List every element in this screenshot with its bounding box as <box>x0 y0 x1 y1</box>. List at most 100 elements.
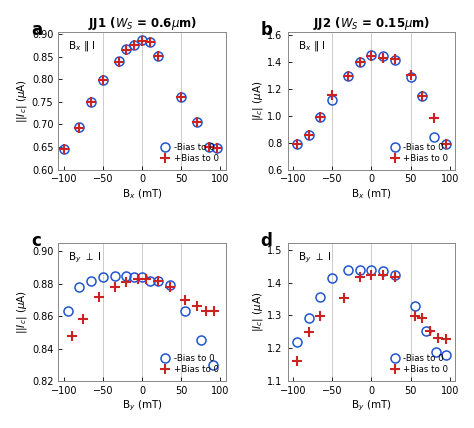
Line: +Bias to 0: +Bias to 0 <box>292 51 450 149</box>
+Bias to 0 <box>443 141 449 146</box>
+Bias to 0 <box>369 273 374 278</box>
+Bias to 0 <box>194 304 200 309</box>
-Bias to 0 <box>198 338 204 343</box>
Text: B$_x$ $\|$ I: B$_x$ $\|$ I <box>68 39 96 53</box>
Y-axis label: $|I_c|$ ($\mu$A): $|I_c|$ ($\mu$A) <box>251 80 264 121</box>
+Bias to 0 <box>131 42 137 48</box>
+Bias to 0 <box>369 53 374 58</box>
-Bias to 0 <box>357 267 363 272</box>
+Bias to 0 <box>443 336 449 342</box>
+Bias to 0 <box>81 317 86 322</box>
+Bias to 0 <box>77 125 82 130</box>
+Bias to 0 <box>214 146 219 151</box>
-Bias to 0 <box>210 362 216 367</box>
+Bias to 0 <box>392 274 398 279</box>
-Bias to 0 <box>412 303 418 308</box>
-Bias to 0 <box>182 309 188 314</box>
-Bias to 0 <box>443 141 449 146</box>
Title: JJ1 ($W_S$ = 0.6$\mu$m): JJ1 ($W_S$ = 0.6$\mu$m) <box>88 15 197 32</box>
+Bias to 0 <box>380 273 386 278</box>
Line: +Bias to 0: +Bias to 0 <box>59 36 221 154</box>
-Bias to 0 <box>369 268 374 273</box>
-Bias to 0 <box>88 99 94 104</box>
X-axis label: B$_x$ (mT): B$_x$ (mT) <box>122 187 163 201</box>
-Bias to 0 <box>345 268 351 273</box>
-Bias to 0 <box>124 273 129 278</box>
+Bias to 0 <box>136 276 141 282</box>
+Bias to 0 <box>419 93 425 98</box>
-Bias to 0 <box>139 37 145 42</box>
-Bias to 0 <box>206 145 211 150</box>
+Bias to 0 <box>380 55 386 60</box>
-Bias to 0 <box>318 294 323 299</box>
-Bias to 0 <box>77 124 82 129</box>
+Bias to 0 <box>155 278 161 283</box>
+Bias to 0 <box>306 133 311 138</box>
-Bias to 0 <box>408 74 413 79</box>
-Bias to 0 <box>147 40 153 45</box>
+Bias to 0 <box>341 296 347 301</box>
X-axis label: B$_y$ (mT): B$_y$ (mT) <box>351 398 392 413</box>
-Bias to 0 <box>419 93 425 98</box>
+Bias to 0 <box>179 95 184 100</box>
+Bias to 0 <box>182 297 188 303</box>
+Bias to 0 <box>203 309 209 314</box>
-Bias to 0 <box>112 273 118 278</box>
+Bias to 0 <box>143 276 149 282</box>
+Bias to 0 <box>61 147 66 152</box>
Text: c: c <box>31 232 41 250</box>
+Bias to 0 <box>392 56 398 62</box>
Line: -Bias to 0: -Bias to 0 <box>292 265 450 360</box>
-Bias to 0 <box>214 146 219 151</box>
-Bias to 0 <box>65 309 71 314</box>
+Bias to 0 <box>194 119 200 125</box>
+Bias to 0 <box>69 333 74 338</box>
Y-axis label: $|I_c|$ ($\mu$A): $|I_c|$ ($\mu$A) <box>251 292 264 333</box>
-Bias to 0 <box>369 52 374 57</box>
-Bias to 0 <box>392 58 398 63</box>
+Bias to 0 <box>124 48 129 53</box>
+Bias to 0 <box>147 40 153 45</box>
-Bias to 0 <box>131 275 137 280</box>
Line: -Bias to 0: -Bias to 0 <box>59 35 221 154</box>
-Bias to 0 <box>357 59 363 64</box>
-Bias to 0 <box>155 278 161 283</box>
-Bias to 0 <box>329 98 335 103</box>
Line: -Bias to 0: -Bias to 0 <box>292 51 450 149</box>
-Bias to 0 <box>433 350 438 355</box>
Line: -Bias to 0: -Bias to 0 <box>63 271 217 369</box>
-Bias to 0 <box>306 315 311 320</box>
Text: B$_x$ $\|$ I: B$_x$ $\|$ I <box>298 39 325 53</box>
Text: B$_y$ $\perp$ I: B$_y$ $\perp$ I <box>68 250 102 265</box>
-Bias to 0 <box>77 285 82 290</box>
+Bias to 0 <box>318 314 323 319</box>
Text: d: d <box>261 232 273 250</box>
X-axis label: B$_y$ (mT): B$_y$ (mT) <box>122 398 163 413</box>
+Bias to 0 <box>306 330 311 335</box>
-Bias to 0 <box>100 77 106 82</box>
-Bias to 0 <box>380 268 386 273</box>
-Bias to 0 <box>294 339 300 344</box>
-Bias to 0 <box>423 329 429 334</box>
Legend: -Bias to 0, +Bias to 0: -Bias to 0, +Bias to 0 <box>387 352 451 377</box>
+Bias to 0 <box>294 141 300 146</box>
-Bias to 0 <box>147 278 153 283</box>
Legend: -Bias to 0, +Bias to 0: -Bias to 0, +Bias to 0 <box>387 140 451 165</box>
-Bias to 0 <box>392 273 398 278</box>
+Bias to 0 <box>428 329 433 334</box>
-Bias to 0 <box>131 42 137 48</box>
+Bias to 0 <box>408 73 413 78</box>
+Bias to 0 <box>155 54 161 59</box>
+Bias to 0 <box>139 39 145 44</box>
-Bias to 0 <box>345 73 351 78</box>
-Bias to 0 <box>88 278 94 283</box>
+Bias to 0 <box>329 93 335 98</box>
+Bias to 0 <box>294 358 300 363</box>
-Bias to 0 <box>61 147 66 152</box>
-Bias to 0 <box>139 275 145 280</box>
+Bias to 0 <box>412 314 418 319</box>
+Bias to 0 <box>88 99 94 104</box>
-Bias to 0 <box>306 133 311 138</box>
+Bias to 0 <box>206 145 211 150</box>
Text: B$_y$ $\perp$ I: B$_y$ $\perp$ I <box>298 250 331 265</box>
